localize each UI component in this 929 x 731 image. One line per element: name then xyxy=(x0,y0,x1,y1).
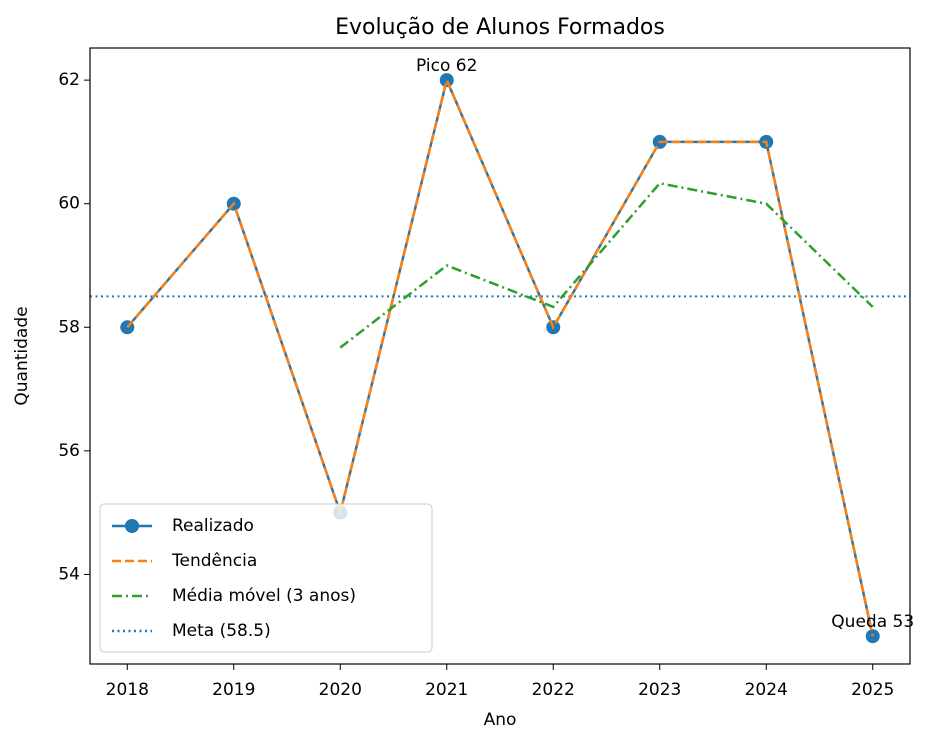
legend-label: Média móvel (3 anos) xyxy=(172,586,356,606)
x-tick-label: 2021 xyxy=(425,680,468,700)
x-tick-label: 2020 xyxy=(319,680,362,700)
legend-label: Meta (58.5) xyxy=(172,621,271,641)
legend-label: Tendência xyxy=(171,551,257,571)
y-tick-label: 56 xyxy=(58,441,80,461)
chart-title: Evolução de Alunos Formados xyxy=(335,15,665,40)
x-tick-label: 2022 xyxy=(532,680,575,700)
annotation: Queda 53 xyxy=(831,612,914,632)
y-tick-label: 62 xyxy=(58,70,80,90)
annotation: Pico 62 xyxy=(416,56,477,76)
x-tick-label: 2019 xyxy=(212,680,255,700)
x-axis-label: Ano xyxy=(484,710,517,730)
y-tick-label: 58 xyxy=(58,317,80,337)
data-point xyxy=(439,73,454,88)
legend-marker xyxy=(125,519,139,533)
y-tick-label: 60 xyxy=(58,194,80,214)
series-line xyxy=(126,76,874,637)
y-axis-label: Quantidade xyxy=(12,306,32,405)
legend: Realizado Tendência Média móvel (3 anos) Me… xyxy=(99,503,433,653)
x-tick-label: 2024 xyxy=(745,680,788,700)
x-tick-label: 2018 xyxy=(106,680,149,700)
legend-label: Realizado xyxy=(172,516,254,536)
series-line xyxy=(339,181,874,349)
x-tick-label: 2025 xyxy=(851,680,894,700)
plot-frame xyxy=(89,47,911,665)
y-tick-label: 54 xyxy=(58,564,80,584)
legend-box xyxy=(99,503,433,653)
x-tick-label: 2023 xyxy=(638,680,681,700)
